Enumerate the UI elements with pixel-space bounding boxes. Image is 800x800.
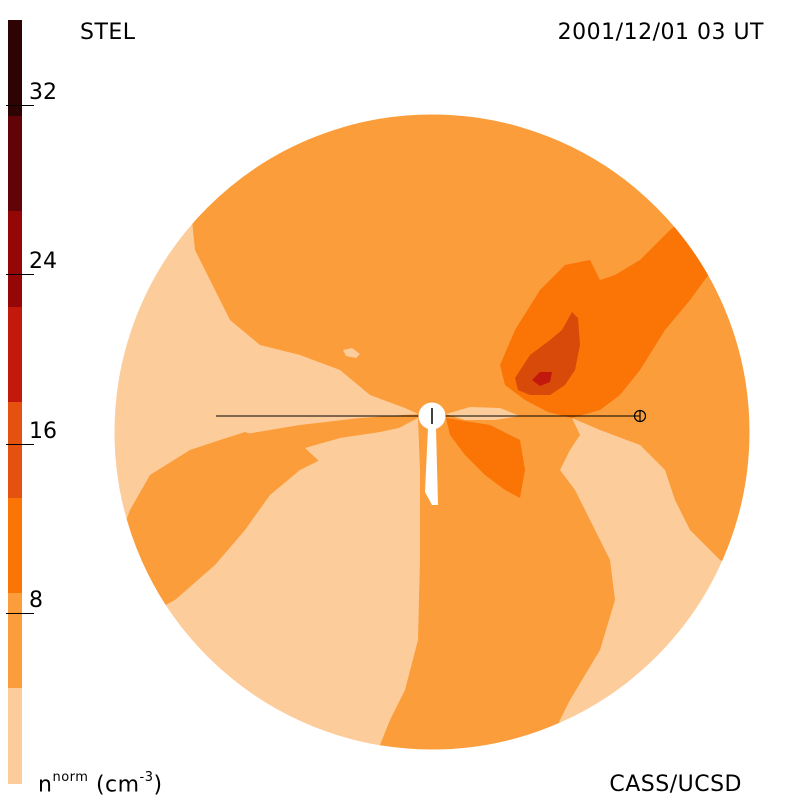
color-scale-tick [6, 613, 34, 615]
color-scale-tick [6, 443, 34, 445]
color-scale-tick-label: 8 [29, 588, 43, 614]
unit-label: nnorm (cm-3) [38, 770, 163, 798]
color-scale-segment [8, 687, 22, 784]
color-scale-segment [8, 20, 22, 116]
low-density-lobe-east [446, 407, 520, 420]
instrument-label: STEL [80, 20, 136, 45]
low-density-spot [343, 348, 360, 358]
color-scale-segment [8, 115, 22, 212]
peak-density-spot [532, 372, 552, 386]
density-disk [114, 114, 750, 750]
color-scale-tick-label: 32 [29, 79, 57, 105]
medium-density-region [130, 432, 270, 620]
credit-label: CASS/UCSD [609, 772, 742, 797]
very-high-density-region [515, 312, 580, 395]
color-scale-segment [8, 592, 22, 689]
color-scale-segment [8, 496, 22, 593]
color-scale-segment [8, 306, 22, 403]
disk-outline [113, 113, 751, 751]
color-scale-bar [8, 20, 22, 784]
color-scale-tick [6, 274, 34, 276]
high-density-region-south [446, 418, 525, 498]
earth-icon [633, 409, 647, 423]
color-scale-tick-label: 24 [29, 249, 57, 275]
color-scale-tick-label: 16 [29, 418, 57, 444]
timestamp-label: 2001/12/01 03 UT [557, 20, 764, 45]
sun-shadow-wedge [425, 428, 438, 505]
color-scale-segment [8, 210, 22, 307]
low-density-streak [305, 424, 418, 462]
color-scale-segment [8, 401, 22, 498]
low-density-region-west [114, 200, 418, 560]
color-scale-tick [6, 104, 34, 106]
